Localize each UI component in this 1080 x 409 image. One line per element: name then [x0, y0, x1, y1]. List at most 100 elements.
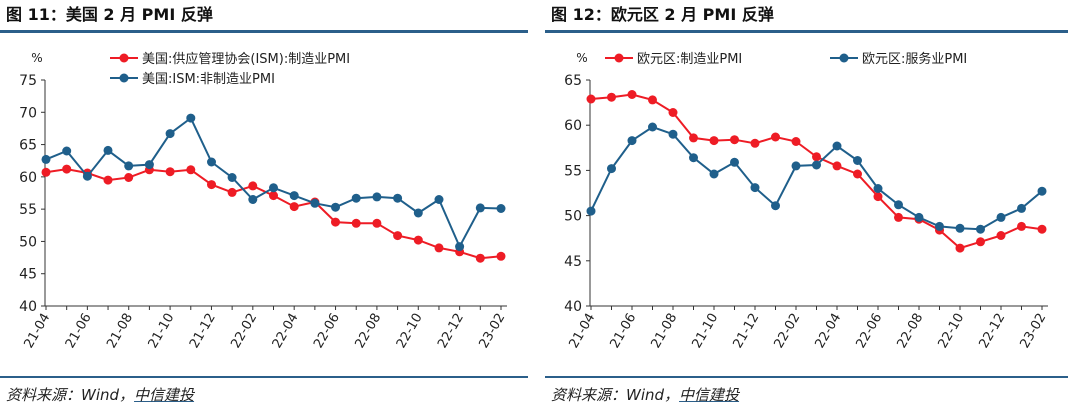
data-point — [996, 231, 1006, 240]
data-point — [165, 167, 175, 177]
unit-label: % — [576, 51, 587, 65]
data-point — [372, 218, 382, 228]
chart-panel-eurozone: 图 12：欧元区 2 月 PMI 反弹 % 40 45 50 55 60 65 21-04 21… — [545, 0, 1080, 409]
legend-marker — [839, 53, 849, 63]
source-label: 资料来源：Wind， — [551, 386, 680, 404]
data-point — [873, 192, 883, 202]
data-point — [496, 251, 506, 261]
data-point — [82, 171, 92, 181]
data-point — [41, 154, 51, 164]
data-point — [331, 217, 340, 227]
x-tick-label: 22-08 — [352, 311, 384, 351]
data-point — [186, 113, 196, 123]
data-point — [689, 133, 698, 143]
data-point — [791, 137, 801, 146]
data-point — [269, 183, 278, 193]
data-point — [750, 183, 760, 193]
data-point — [248, 195, 258, 204]
y-tick-label: 60 — [564, 118, 582, 134]
x-tick-label: 22-10 — [936, 311, 968, 351]
data-point — [914, 212, 924, 222]
source-rule — [0, 376, 528, 378]
data-point — [227, 187, 237, 197]
legend-entry: 美国:ISM:非制造业PMI — [110, 72, 275, 87]
data-point — [586, 94, 596, 104]
y-tick-label: 45 — [564, 254, 582, 270]
data-point — [955, 243, 965, 253]
data-point — [648, 122, 657, 132]
x-tick-label: 21-12 — [731, 311, 763, 351]
data-point — [709, 136, 719, 146]
data-point — [227, 173, 237, 182]
data-point — [955, 223, 965, 233]
data-point — [832, 161, 842, 171]
y-tick-label: 60 — [19, 170, 37, 186]
data-point — [207, 180, 216, 190]
y-tick-label: 55 — [564, 163, 582, 179]
data-point — [310, 198, 320, 208]
data-point — [41, 167, 51, 177]
y-tick-label: 75 — [19, 73, 37, 89]
data-point — [1017, 203, 1026, 213]
legend-entry: 欧元区:制造业PMI — [605, 52, 742, 67]
data-point — [894, 212, 903, 222]
x-tick-label: 22-12 — [977, 311, 1009, 351]
data-point — [996, 212, 1006, 222]
x-tick-label: 21-06 — [608, 311, 640, 351]
x-tick-label: 22-08 — [895, 311, 927, 351]
source-note: 资料来源：Wind，中信建投 — [6, 384, 194, 405]
data-point — [607, 92, 616, 102]
data-point — [627, 90, 637, 99]
legend-label: 欧元区:制造业PMI — [637, 52, 742, 67]
data-point — [730, 135, 739, 145]
x-tick-label: 22-10 — [394, 311, 426, 351]
title-rule — [545, 30, 1068, 33]
eurozone-pmi-line-chart: % 40 45 50 55 60 65 21-04 21-06 21-08 21-10 21-12 22… — [564, 51, 1049, 351]
x-tick-label: 21-04 — [567, 311, 599, 351]
y-tick-label: 50 — [19, 234, 37, 250]
x-tick-label: 21-08 — [649, 311, 681, 351]
series-1 — [41, 164, 506, 263]
x-tick-label: 21-12 — [187, 311, 219, 351]
x-tick-label: 23-02 — [477, 311, 509, 351]
chart-panel-us: 图 11：美国 2 月 PMI 反弹 % 40 45 50 55 60 65 70 75 21-0… — [0, 5, 528, 405]
data-point — [455, 242, 465, 252]
legend-marker — [119, 53, 129, 63]
data-point — [627, 136, 637, 146]
legend-marker — [119, 73, 129, 83]
series-2 — [41, 113, 506, 252]
data-point — [393, 231, 403, 241]
y-tick-label: 65 — [19, 138, 37, 154]
data-point — [730, 157, 739, 167]
data-point — [434, 195, 444, 204]
source-rule — [545, 376, 1068, 378]
x-tick-label: 21-06 — [63, 311, 95, 351]
x-tick-label: 22-04 — [270, 311, 302, 351]
x-tick-label: 22-06 — [311, 311, 343, 351]
x-tick-label: 21-08 — [104, 311, 136, 351]
data-point — [124, 173, 134, 182]
data-point — [894, 200, 903, 210]
series-line — [590, 125, 1043, 231]
figure-title: 图 12：欧元区 2 月 PMI 反弹 — [551, 5, 774, 24]
data-point — [873, 184, 883, 193]
legend-marker — [614, 53, 624, 63]
x-tick-label: 22-02 — [772, 311, 804, 351]
data-point — [434, 243, 444, 253]
data-point — [144, 160, 154, 170]
data-point — [976, 237, 985, 247]
data-point — [207, 157, 216, 167]
data-point — [269, 191, 278, 201]
y-tick-label: 50 — [564, 209, 582, 225]
data-point — [393, 193, 403, 203]
data-point — [791, 161, 801, 171]
data-point — [351, 218, 361, 228]
data-point — [103, 145, 113, 155]
x-tick-label: 21-04 — [22, 311, 54, 351]
x-tick-label: 22-06 — [854, 311, 886, 351]
data-point — [853, 169, 862, 179]
y-tick-label: 40 — [564, 299, 582, 315]
data-point — [413, 208, 423, 218]
data-point — [1037, 186, 1047, 196]
data-point — [586, 206, 596, 216]
